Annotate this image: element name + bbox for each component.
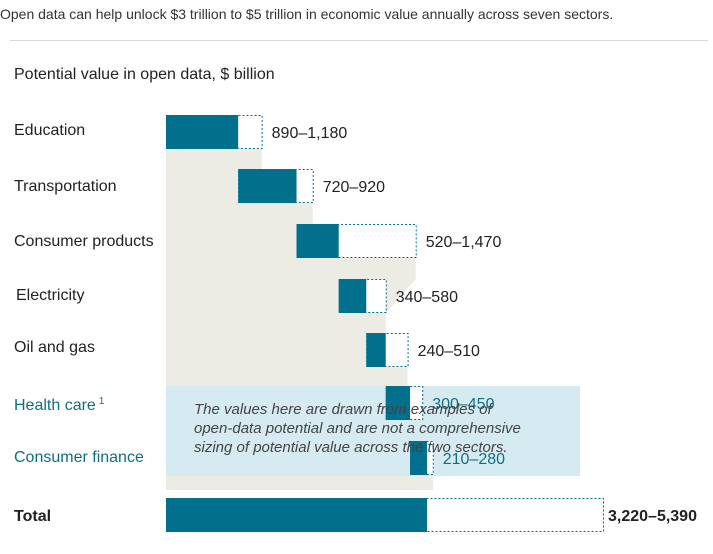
value-label: 720–920 <box>323 179 385 196</box>
bar-low-estimate <box>338 279 367 313</box>
bar-electricity <box>338 279 387 313</box>
bar-low-estimate <box>385 386 411 420</box>
category-label: Consumer products <box>14 233 154 250</box>
bar-transportation <box>238 169 314 203</box>
footnote-mark: 1 <box>99 396 105 407</box>
bar-low-estimate <box>366 333 386 367</box>
bar-consumer-products <box>296 224 417 258</box>
value-label: 240–510 <box>418 343 480 360</box>
divider <box>10 40 708 41</box>
category-label: Electricity <box>16 287 84 304</box>
bar-low-estimate <box>410 441 428 475</box>
value-label: 340–580 <box>396 289 458 306</box>
bar-oil-and-gas <box>366 333 409 367</box>
value-label: 210–280 <box>443 451 505 468</box>
bar-health-care <box>385 386 424 420</box>
value-label: 300–450 <box>432 396 494 413</box>
highlight-box <box>166 386 580 476</box>
bar-low-estimate <box>296 224 339 258</box>
value-label: 520–1,470 <box>426 234 502 251</box>
total-value-label: 3,220–5,390 <box>608 508 697 525</box>
bar-total <box>166 498 604 532</box>
category-label: Health care 1 <box>14 396 105 414</box>
total-label: Total <box>14 508 51 525</box>
headline: Open data can help unlock $3 trillion to… <box>0 6 614 22</box>
total-low-estimate <box>166 498 428 532</box>
bar-education <box>166 115 263 149</box>
bar-low-estimate <box>166 115 239 149</box>
bar-consumer-finance <box>410 441 434 475</box>
value-label: 890–1,180 <box>272 125 348 142</box>
category-label: Consumer finance <box>14 449 144 466</box>
bar-low-estimate <box>238 169 297 203</box>
category-label: Transportation <box>14 178 117 195</box>
category-label: Oil and gas <box>14 339 95 356</box>
category-label: Education <box>14 122 85 139</box>
highlight-note: The values here are drawn from examples … <box>194 401 521 456</box>
chart-subtitle: Potential value in open data, $ billion <box>14 66 275 83</box>
